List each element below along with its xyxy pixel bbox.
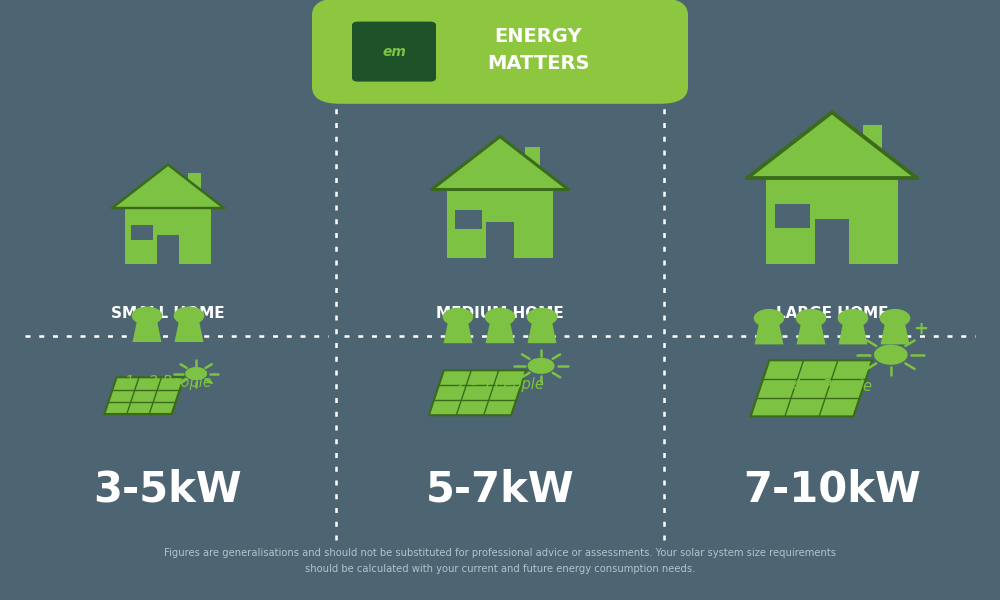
Circle shape: [132, 307, 162, 325]
Circle shape: [880, 309, 910, 327]
FancyBboxPatch shape: [486, 223, 514, 258]
Polygon shape: [755, 324, 783, 344]
FancyBboxPatch shape: [312, 0, 688, 104]
Text: +: +: [913, 320, 928, 338]
FancyBboxPatch shape: [352, 22, 436, 82]
FancyBboxPatch shape: [863, 125, 882, 152]
Text: 4 + People: 4 + People: [792, 379, 872, 394]
Text: Figures are generalisations and should not be substituted for professional advic: Figures are generalisations and should n…: [164, 548, 836, 574]
Text: 5-7kW: 5-7kW: [426, 468, 574, 510]
Text: 1 - 2 People: 1 - 2 People: [125, 375, 211, 390]
FancyBboxPatch shape: [131, 224, 153, 241]
Text: SMALL HOME: SMALL HOME: [111, 306, 225, 321]
FancyBboxPatch shape: [525, 147, 540, 168]
FancyBboxPatch shape: [815, 220, 849, 264]
Polygon shape: [112, 164, 224, 208]
Circle shape: [527, 308, 557, 326]
Circle shape: [528, 358, 555, 374]
Text: 7-10kW: 7-10kW: [743, 468, 921, 510]
Circle shape: [174, 307, 204, 325]
FancyBboxPatch shape: [447, 190, 553, 258]
Text: 3-5kW: 3-5kW: [94, 468, 242, 510]
Polygon shape: [747, 112, 917, 178]
Text: MEDIUM HOME: MEDIUM HOME: [436, 306, 564, 321]
FancyBboxPatch shape: [125, 208, 211, 264]
Polygon shape: [444, 323, 472, 343]
Circle shape: [443, 308, 473, 326]
Text: 2 - 3 People: 2 - 3 People: [457, 377, 543, 392]
FancyBboxPatch shape: [157, 235, 179, 264]
Text: MATTERS: MATTERS: [487, 55, 590, 73]
Circle shape: [485, 308, 515, 326]
Polygon shape: [486, 323, 514, 343]
Circle shape: [754, 309, 784, 327]
Polygon shape: [429, 370, 526, 415]
FancyBboxPatch shape: [766, 178, 898, 264]
FancyBboxPatch shape: [455, 210, 482, 229]
Text: LARGE HOME: LARGE HOME: [776, 306, 888, 321]
Circle shape: [838, 309, 868, 327]
Text: ENERGY: ENERGY: [495, 27, 582, 46]
Text: em: em: [382, 44, 406, 59]
Circle shape: [874, 344, 908, 365]
Polygon shape: [528, 323, 556, 343]
FancyBboxPatch shape: [775, 204, 810, 228]
Polygon shape: [797, 324, 825, 344]
Circle shape: [185, 367, 207, 380]
Polygon shape: [104, 377, 184, 414]
Polygon shape: [133, 322, 161, 342]
Polygon shape: [751, 360, 872, 416]
Polygon shape: [432, 137, 568, 190]
Circle shape: [796, 309, 826, 327]
FancyBboxPatch shape: [188, 173, 201, 191]
Polygon shape: [839, 324, 867, 344]
Polygon shape: [881, 324, 909, 344]
Polygon shape: [175, 322, 203, 342]
